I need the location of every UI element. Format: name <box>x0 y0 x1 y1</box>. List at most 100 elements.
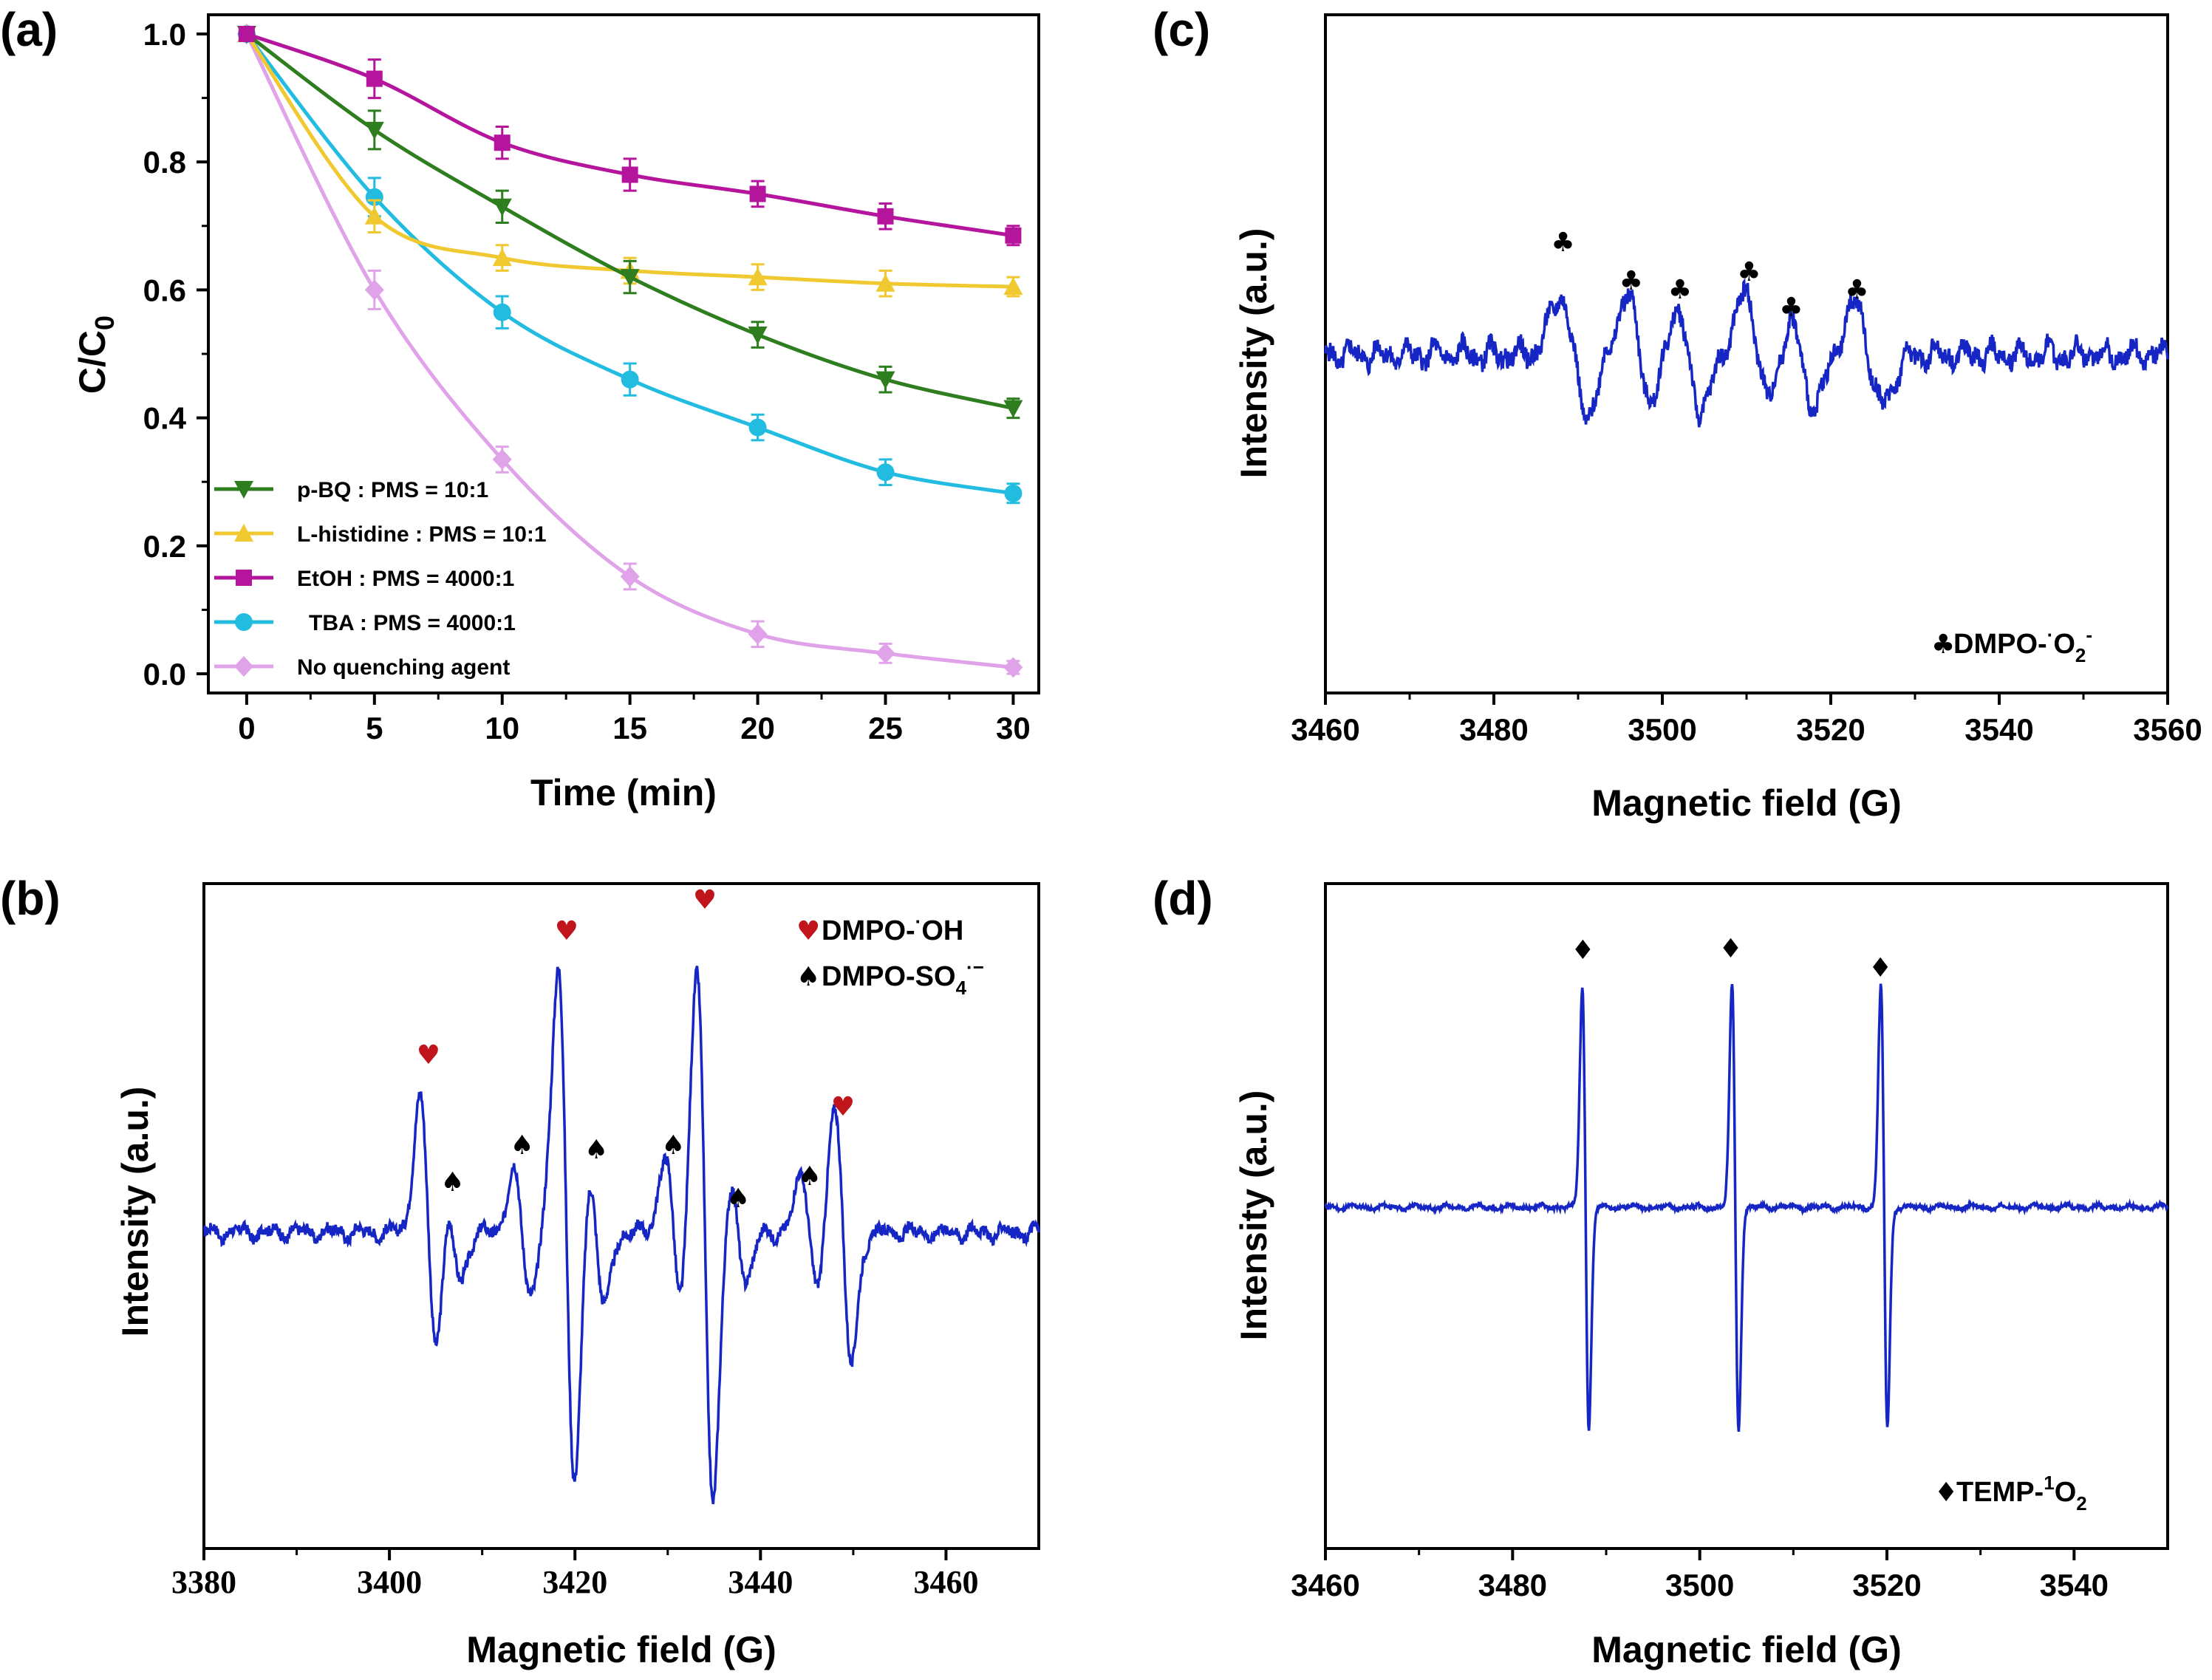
data-point <box>620 566 640 587</box>
panel-b-spectrum-line <box>203 966 1040 1505</box>
panel-d-xlabel: Magnetic field (G) <box>1591 1629 1901 1670</box>
spade-icon: ♠ <box>584 1135 608 1165</box>
heart-icon: ♥ <box>831 1092 855 1122</box>
data-point <box>621 166 638 183</box>
data-point <box>366 70 383 87</box>
y-tick-label: 0.2 <box>143 529 186 564</box>
x-tick-label: 3380 <box>171 1564 236 1600</box>
panel-b-xlabel: Magnetic field (G) <box>466 1629 776 1670</box>
legend-marker <box>234 524 253 542</box>
data-point <box>1003 657 1023 678</box>
diamond-icon: ♦ <box>1868 953 1892 983</box>
x-tick-label: 3520 <box>1852 1568 1921 1602</box>
spade-icon: ♠ <box>440 1167 464 1198</box>
spade-icon: ♠ <box>511 1130 534 1161</box>
x-tick-label: 3540 <box>2040 1568 2109 1602</box>
legend-label: p-BQ : PMS = 10:1 <box>297 478 488 502</box>
legend-marker <box>234 481 253 499</box>
data-point <box>238 25 255 42</box>
x-tick-label: 3440 <box>728 1564 793 1600</box>
y-tick-label: 0.4 <box>143 401 187 436</box>
panel-d-legend-text: TEMP-1O2 <box>1956 1472 2087 1515</box>
data-point <box>1003 277 1023 296</box>
data-point <box>492 448 512 470</box>
club-icon: ♣ <box>1668 275 1692 305</box>
x-tick-label: 3500 <box>1665 1568 1734 1602</box>
club-icon: ♣ <box>1931 629 1955 660</box>
data-point <box>876 463 895 482</box>
data-point <box>621 370 639 389</box>
panel-d-spectrum-line <box>1324 983 2169 1433</box>
series-3 <box>238 25 1022 247</box>
heart-icon: ♥ <box>693 885 717 915</box>
y-tick-label: 0.8 <box>143 145 186 180</box>
heart-icon: ♥ <box>796 916 820 946</box>
x-tick-label: 3520 <box>1796 712 1865 747</box>
panel-d-ylabel: Intensity (a.u.) <box>1233 1090 1274 1341</box>
data-point <box>875 643 895 664</box>
data-point <box>877 208 894 225</box>
x-tick-label: 3480 <box>1459 712 1528 747</box>
series-1 <box>236 25 1023 420</box>
x-tick-label: 30 <box>996 711 1031 745</box>
panel-d-chart: 3460 3480 3500 3520 3540 ♦ ♦ ♦ Magnetic field … <box>1233 882 2169 1670</box>
x-tick-label: 3460 <box>1291 1568 1359 1602</box>
data-point <box>1004 484 1023 502</box>
panel-b-frame <box>202 882 1040 1550</box>
heart-icon: ♥ <box>417 1040 440 1071</box>
data-point <box>748 624 768 645</box>
panel-c-legend: ♣ DMPO-·O2- <box>1931 624 2092 666</box>
data-point <box>748 327 768 345</box>
panel-c-legend-text: DMPO-·O2- <box>1953 624 2092 666</box>
x-tick-label: 3460 <box>913 1564 978 1600</box>
x-tick-label: 3460 <box>1291 712 1359 747</box>
data-point <box>493 303 511 321</box>
y-tick-label: 0.0 <box>143 657 186 692</box>
panel-label-b: (b) <box>0 872 61 925</box>
legend-marker <box>234 656 253 677</box>
x-tick-label: 3560 <box>2133 712 2202 747</box>
spade-icon: ♠ <box>661 1130 685 1161</box>
spade-icon: ♠ <box>726 1184 750 1214</box>
panel-label-d: (d) <box>1153 872 1213 925</box>
legend-label: No quenching agent <box>297 655 510 680</box>
panel-label-c: (c) <box>1153 3 1210 56</box>
series-line <box>245 32 1014 411</box>
club-icon: ♣ <box>1737 257 1761 287</box>
legend-label: L-histidine : PMS = 10:1 <box>297 522 547 547</box>
diamond-icon: ♦ <box>1571 935 1594 966</box>
diamond-icon: ♦ <box>1718 934 1742 964</box>
panel-b-legend: ♥ DMPO-·OH ♠ DMPO-SO4·− <box>796 910 984 999</box>
x-tick-label: 15 <box>612 711 647 745</box>
data-point <box>749 185 766 202</box>
diamond-icon: ♦ <box>1934 1478 1958 1508</box>
x-tick-label: 20 <box>740 711 775 745</box>
panel-b-ylabel: Intensity (a.u.) <box>115 1087 156 1337</box>
panel-c-chart: 3460 3480 3500 3520 3540 3560 ♣ ♣ ♣ ♣ ♣ ♣ Magnetic… <box>1233 13 2202 824</box>
panel-a-frame <box>207 13 1040 694</box>
club-icon: ♣ <box>1779 293 1803 323</box>
data-point <box>748 267 768 286</box>
data-point <box>492 198 512 216</box>
x-tick-label: 5 <box>366 711 383 745</box>
data-point <box>875 273 895 292</box>
data-point <box>492 248 512 267</box>
x-tick-label: 3480 <box>1478 1568 1547 1602</box>
x-tick-label: 3540 <box>1964 712 2033 747</box>
legend-label: EtOH : PMS = 4000:1 <box>297 567 514 591</box>
data-point <box>875 371 895 389</box>
panel-d-legend: ♦ TEMP-1O2 <box>1934 1472 2087 1515</box>
data-point <box>1003 400 1023 418</box>
panel-b-legend-oh: DMPO-·OH <box>822 910 963 946</box>
y-tick-label: 0.6 <box>143 273 186 307</box>
data-point <box>364 206 384 225</box>
x-tick-label: 3400 <box>357 1564 422 1600</box>
panel-b-legend-so4: DMPO-SO4·− <box>822 956 984 999</box>
data-point <box>365 188 383 206</box>
data-point <box>748 418 767 437</box>
data-point <box>364 279 384 301</box>
data-point <box>494 134 511 151</box>
x-tick-label: 3420 <box>542 1564 607 1600</box>
x-tick-label: 3500 <box>1628 712 1696 747</box>
club-icon: ♣ <box>1845 275 1868 305</box>
